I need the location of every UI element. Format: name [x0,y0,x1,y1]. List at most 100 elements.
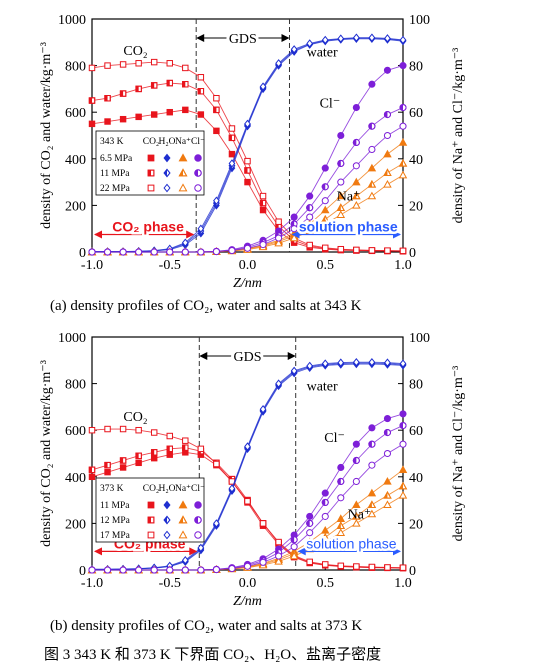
data-point-water [384,358,391,367]
co2-annotation: CO₂ [123,44,147,59]
y-right-tick-label: 60 [409,106,423,121]
data-point-na [398,481,408,490]
data-point-na [274,556,283,565]
cl-annotation: Cl⁻ [320,97,341,112]
data-point-co2 [182,444,189,451]
y-right-tick-label: 100 [409,331,430,346]
data-point-cl [337,131,345,140]
legend-marker-co2 [147,531,155,539]
data-point-co2 [322,244,329,252]
data-point-na [398,138,408,146]
legend: 343 K CO₂ H₂O Na⁺ Cl⁻ 6.5 MPa 11 MPa 22 MPa [95,130,205,196]
gds-arrowhead-right [287,352,296,360]
data-point-na [352,200,361,209]
data-point-na [274,238,283,247]
gds-arrowhead-left [196,34,205,42]
water-annotation: water [307,380,338,395]
co2-phase-arrowhead-right [189,547,198,556]
y-left-tick-label: 1000 [58,331,86,346]
legend-row-label: 11 MPa [100,501,130,511]
subcaption-b: (b) density profiles of CO₂, water and s… [50,618,363,634]
co2-phase-arrowhead-right [186,230,195,239]
y-right-tick-label: 20 [409,199,423,214]
data-point-co2 [135,452,142,460]
data-point-co2 [88,473,96,481]
data-point-cl [399,122,407,130]
na-annotation: Na⁺ [337,190,361,205]
data-point-water [213,196,220,205]
data-point-cl [399,440,407,448]
legend-box [95,130,205,196]
data-point-cl [275,552,283,560]
data-point-water [259,82,267,91]
data-point-na [383,500,392,508]
data-point-cl [88,248,96,256]
data-point-co2 [88,466,96,474]
data-point-co2 [213,95,220,102]
data-point-co2 [259,192,267,200]
data-point-cl [181,566,189,574]
data-point-water [290,366,298,375]
data-point-cl [306,204,314,212]
y-left-tick-label: 200 [65,199,86,214]
data-point-co2 [104,62,111,69]
data-point-na [367,509,377,518]
co2-annotation: CO₂ [123,410,147,425]
y-left-tick-label: 200 [65,517,86,532]
y-left-tick-label: 400 [65,471,86,486]
data-point-cl [368,461,376,469]
data-point-co2 [182,81,189,88]
x-axis-label: Z/nm [233,276,262,291]
chart-panel-b: -1.0 -0.5 0.0 0.5 1.0 0 200 400 600 800 1000 0 20 40 6… [0,318,535,618]
data-point-cl [259,558,267,566]
data-point-cl [352,103,360,112]
solution-phase-label: solution phase [306,535,397,551]
data-point-water [306,39,314,48]
chart-svg-0: -1.0 -0.5 0.0 0.5 1.002004006008001000020406… [39,13,466,291]
data-point-cl [166,248,174,256]
legend-marker-water [163,183,171,193]
data-point-co2 [337,562,345,570]
data-point-water [213,519,220,528]
data-point-co2 [259,520,267,527]
data-point-water [352,357,360,367]
legend-row-label: 6.5 MPa [100,154,133,164]
data-point-na [383,168,392,176]
data-point-na [383,149,392,158]
legend-box [95,477,205,543]
legend-marker-na [178,168,188,177]
data-point-cl [383,428,392,437]
x-tick-label: -1.0 [81,576,103,591]
y-left-tick-label: 600 [65,106,86,121]
data-point-na [383,180,392,188]
legend-marker-cl [194,516,202,524]
data-point-co2 [150,58,158,66]
data-point-co2 [368,563,376,571]
data-point-cl [181,248,189,256]
data-point-water [337,34,345,43]
co2-phase-arrowhead [94,547,102,556]
legend-marker-cl [194,531,202,539]
legend-marker-na [178,183,188,192]
legend-header: CO₂ [143,137,160,147]
data-point-cl [321,197,329,205]
figure-caption: 图 3 343 K 和 373 K 下界面 CO₂、H₂O、盐离子密度 [44,647,382,663]
data-point-cl [135,248,143,256]
data-point-na [367,488,377,497]
data-point-co2 [150,82,158,89]
data-point-na [352,177,361,186]
data-point-water [337,358,345,367]
data-point-cl [228,247,236,255]
data-point-cl [103,566,112,574]
data-point-cl [352,138,360,147]
y-right-tick-label: 0 [409,564,416,579]
y-left-tick-label: 400 [65,153,86,168]
data-point-cl [321,498,329,506]
data-point-co2 [182,106,189,114]
data-point-na [352,518,361,527]
data-point-na [383,491,392,499]
data-point-cl [352,456,360,465]
data-point-cl [197,248,205,256]
data-point-co2 [197,111,205,118]
gds-arrowhead-left [199,352,208,360]
